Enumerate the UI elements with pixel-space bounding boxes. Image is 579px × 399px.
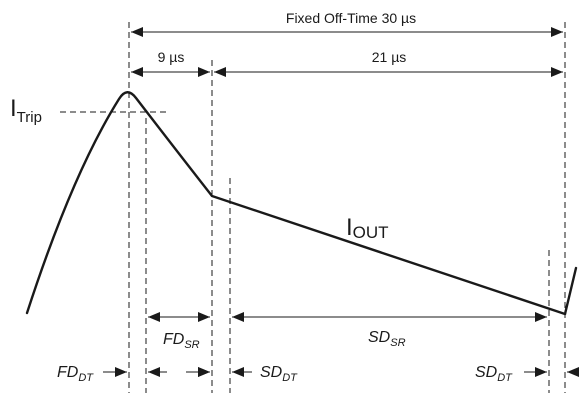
slow-interval-label: 21 µs bbox=[372, 49, 407, 65]
trip-threshold: ITrip bbox=[10, 95, 166, 126]
sd-sr-label: SDSR bbox=[368, 329, 406, 349]
top-dimensions: Fixed Off-Time 30 µs 9 µs 21 µs bbox=[131, 10, 563, 77]
fd-dt-label: FDDT bbox=[57, 364, 94, 384]
bottom-dimensions: FDSR SDSR FDDT SDDT SDDT bbox=[57, 312, 579, 384]
timing-guide-lines bbox=[128, 22, 566, 393]
sd-dt1-label: SDDT bbox=[260, 364, 298, 384]
current-curve bbox=[25, 91, 567, 316]
fixed-off-time-label: Fixed Off-Time 30 µs bbox=[286, 10, 416, 26]
fast-interval-label: 9 µs bbox=[158, 49, 185, 65]
output-current-label: IOUT bbox=[346, 214, 389, 242]
sd-dt2-label: SDDT bbox=[475, 364, 513, 384]
current-restart-segment bbox=[563, 266, 578, 316]
current-waveform: IOUT bbox=[25, 91, 578, 316]
trip-threshold-label: ITrip bbox=[10, 95, 42, 126]
fd-sr-label: FDSR bbox=[163, 331, 200, 351]
